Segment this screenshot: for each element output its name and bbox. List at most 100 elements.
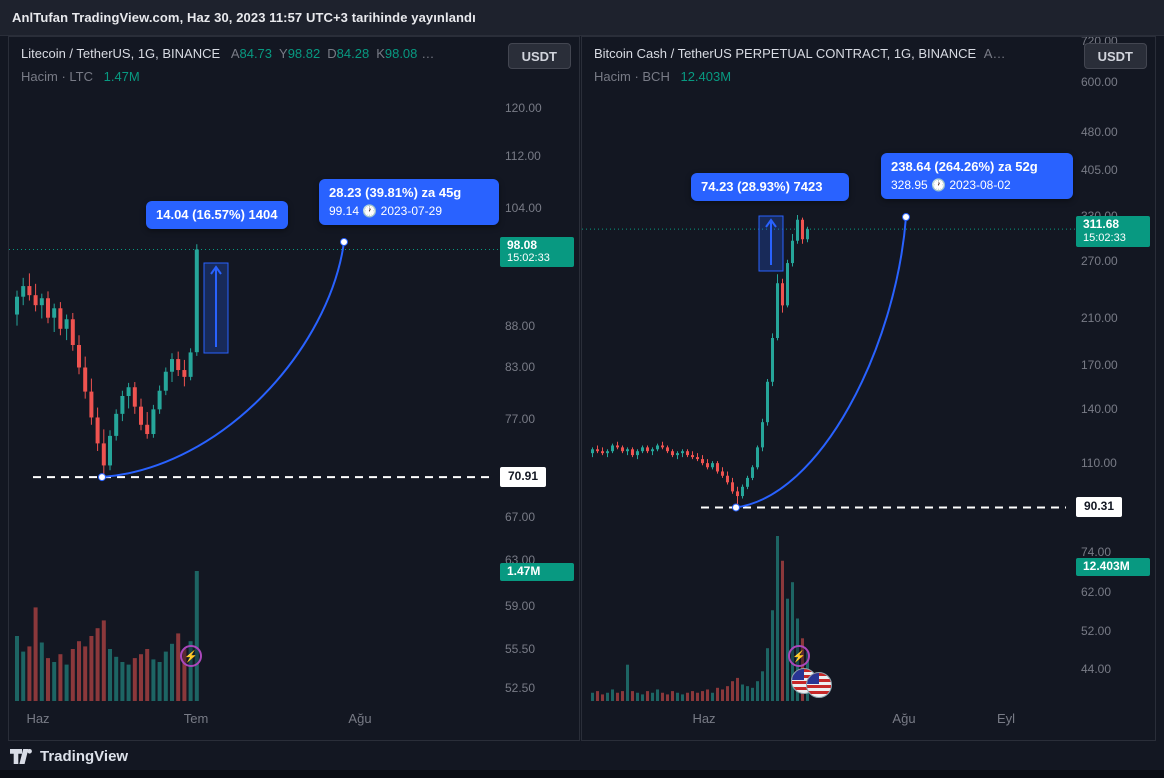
volume-bar <box>706 689 709 701</box>
candle-body <box>781 283 784 306</box>
candle-body <box>671 451 674 456</box>
volume-bar <box>726 686 729 701</box>
lightning-icon[interactable]: ⚡ <box>180 645 202 667</box>
volume-bar <box>95 628 100 701</box>
candle-body <box>591 449 594 454</box>
volume-bar <box>27 646 32 701</box>
time-axis[interactable]: Haz Tem Ağu <box>9 711 579 731</box>
volume-bar <box>741 684 744 701</box>
volume-bar <box>120 662 125 701</box>
volume-bar <box>681 694 684 701</box>
candle-body <box>706 463 709 468</box>
price-axis-label: 55.50 <box>505 642 536 656</box>
candle-body <box>596 449 599 452</box>
price-callout[interactable]: 74.23 (28.93%) 7423 <box>691 173 849 201</box>
curve-anchor-dot[interactable] <box>98 473 106 482</box>
candle-body <box>646 447 649 452</box>
tradingview-logo[interactable] <box>10 748 32 764</box>
candle-body <box>64 319 69 329</box>
volume-bar <box>791 582 794 701</box>
candle-body <box>791 240 794 264</box>
symbol-title[interactable]: Litecoin / TetherUS, 1G, BINANCE <box>21 46 221 61</box>
price-axis-label: 720.00 <box>1081 37 1118 49</box>
last-price-badge: 311.68 15:02:33 <box>1076 216 1150 247</box>
volume-bar <box>621 691 624 701</box>
candle-body <box>721 471 724 476</box>
curve-anchor-dot[interactable] <box>340 237 348 246</box>
symbol-title[interactable]: Bitcoin Cash / TetherUS PERPETUAL CONTRA… <box>594 46 977 61</box>
volume-bar <box>114 656 119 701</box>
time-axis-label: Tem <box>183 711 209 726</box>
volume-bar <box>101 620 106 701</box>
price-axis-label: 210.00 <box>1081 310 1118 325</box>
candle-body <box>157 390 162 410</box>
volume-bar <box>746 686 749 701</box>
candle-body <box>641 447 644 452</box>
candle-body <box>89 391 94 418</box>
candle-body <box>139 406 143 425</box>
price-axis-label: 77.00 <box>505 412 536 427</box>
time-axis-label: Eyl <box>996 711 1016 726</box>
price-axis-label: 44.00 <box>1081 662 1112 676</box>
price-callout[interactable]: 14.04 (16.57%) 1404 <box>146 201 288 229</box>
volume-bar <box>651 692 654 701</box>
price-chart-canvas[interactable] <box>9 37 579 740</box>
candle-body <box>626 449 629 452</box>
candle-body <box>151 409 156 435</box>
volume-bar <box>182 649 187 701</box>
volume-bar <box>776 536 779 701</box>
us-flag-icon[interactable] <box>806 672 832 698</box>
candle-body <box>601 451 604 454</box>
price-axis[interactable]: 120.00 112.00 104.00 88.00 83.00 77.00 67.00 63… <box>499 37 579 740</box>
footer-brand[interactable]: TradingView <box>40 747 129 765</box>
price-chart-canvas[interactable] <box>582 37 1155 740</box>
curve-anchor-dot[interactable] <box>902 213 910 222</box>
time-axis[interactable]: Haz Ağu Eyl <box>582 711 1155 731</box>
candle-body <box>120 395 125 414</box>
candle-body <box>636 451 639 456</box>
charts-row: Litecoin / TetherUS, 1G, BINANCE A84.73 Y… <box>0 36 1164 742</box>
volume-bar <box>21 651 26 701</box>
price-callout[interactable]: 238.64 (264.26%) za 52g 328.95 🕐 2023-08-… <box>881 153 1073 199</box>
pane-header: Bitcoin Cash / TetherUS PERPETUAL CONTRA… <box>594 46 1005 84</box>
candle-body <box>761 422 764 448</box>
currency-toggle-button[interactable]: USDT <box>507 43 571 69</box>
volume-bar <box>751 687 754 701</box>
lightning-icon[interactable]: ⚡ <box>788 645 810 667</box>
chart-overlays: 311.68 15:02:33 90.31 12.403M 74.23 (28.93%)… <box>582 37 1155 740</box>
projection-curve[interactable] <box>101 241 345 479</box>
candle-body <box>741 486 744 497</box>
ohlc-values: A… <box>983 46 1006 61</box>
volume-bar <box>601 694 604 701</box>
volume-row-value: 12.403M <box>680 69 732 84</box>
candle-body <box>126 387 131 396</box>
price-callout[interactable]: 28.23 (39.81%) za 45g 99.14 🕐 2023-07-29 <box>319 179 499 225</box>
volume-bar <box>766 648 769 701</box>
candle-body <box>681 451 684 454</box>
volume-bar <box>170 643 174 701</box>
price-axis-label: 104.00 <box>505 201 542 216</box>
price-axis-label: 120.00 <box>505 101 542 115</box>
projection-curve[interactable] <box>735 216 907 509</box>
curve-anchor-dot[interactable] <box>732 503 740 512</box>
volume-bar <box>132 658 137 701</box>
volume-bar <box>691 691 694 701</box>
volume-bar <box>163 651 168 701</box>
volume-bar <box>64 664 69 701</box>
level-price-badge: 90.31 <box>1076 497 1123 518</box>
candle-body <box>736 491 739 497</box>
volume-row-value: 1.47M <box>103 69 140 84</box>
volume-bar <box>711 692 714 701</box>
candle-body <box>132 387 137 407</box>
currency-toggle-button[interactable]: USDT <box>1083 43 1147 69</box>
chart-panel-litecoin: Litecoin / TetherUS, 1G, BINANCE A84.73 Y… <box>8 36 580 741</box>
volume-bar <box>606 692 609 701</box>
price-axis-label: 88.00 <box>505 318 536 333</box>
candle-body <box>194 249 199 353</box>
candle-body <box>771 337 774 382</box>
volume-bar <box>591 692 594 701</box>
publish-text: AnlTufan TradingView.com, Haz 30, 2023 1… <box>12 10 476 25</box>
volume-bar <box>671 691 674 701</box>
volume-bar <box>77 641 81 701</box>
candle-body <box>656 445 659 450</box>
